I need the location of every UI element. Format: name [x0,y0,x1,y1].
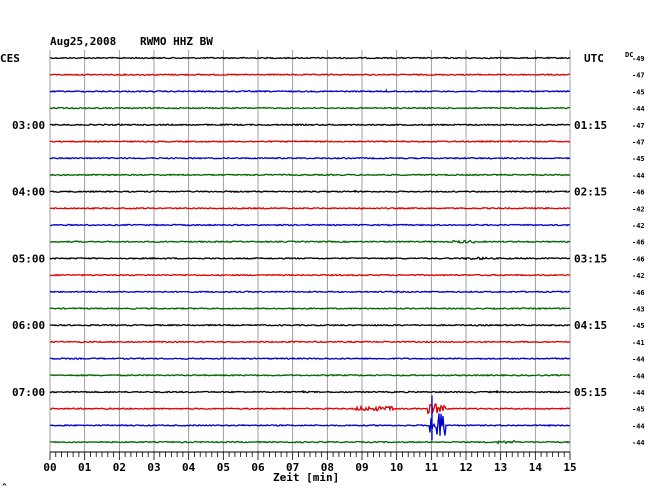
dc-offset-value: -44 [632,372,645,380]
right-hour-label: 05:15 [574,386,607,399]
trace-row [49,206,571,210]
x-tick-label: 05 [217,461,230,474]
x-tick-label: 04 [182,461,196,474]
dc-offset-value: -47 [632,139,645,147]
left-hour-label: 05:00 [12,252,45,265]
dc-offset-value: -46 [632,189,645,197]
dc-label: DC [625,51,633,59]
left-zone-label: CES [0,52,20,65]
trace-row [49,373,571,377]
x-tick-label: 07 [286,461,299,474]
right-hour-label: 01:15 [574,119,607,132]
x-tick-label: 15 [563,461,576,474]
dc-offset-value: -45 [632,322,645,330]
x-tick-label: 10 [390,461,403,474]
trace-row [49,239,571,244]
dc-offset-value: -44 [632,389,645,397]
left-hour-label: 03:00 [12,119,45,132]
chart-station: RWMO HHZ BW [140,35,213,48]
trace-row [49,357,571,361]
dc-offset-value: -45 [632,88,645,96]
x-tick-label: 09 [355,461,368,474]
grid [49,50,571,452]
left-hour-label: 04:00 [12,186,45,199]
x-tick-label: 14 [529,461,543,474]
dc-offset-value: -46 [632,289,645,297]
trace-row [49,73,571,77]
x-tick-label: 06 [251,461,265,474]
trace-row [49,390,571,394]
dc-offset-value: -44 [632,439,645,447]
dc-offset-value: -44 [632,105,645,113]
dc-offset-value: -49 [632,55,645,63]
row-labels: -49 -47 -45 -44 -47 -47 -45 -44 -46 -42 -42 -46 -46 -… [12,55,645,447]
trace-row [49,123,571,127]
trace-row [49,89,571,93]
dc-offset-value: -42 [632,205,645,213]
chart-date: Aug25,2008 [50,35,116,48]
trace-row [49,403,571,415]
trace-row [49,173,571,177]
right-hour-label: 04:15 [574,319,607,332]
x-tick-label: 13 [494,461,507,474]
corner-mark: ^ [2,482,7,491]
dc-offset-value: -44 [632,422,645,430]
trace-row [49,156,571,160]
dc-offset-value: -46 [632,239,645,247]
right-zone-label: UTC [584,52,604,65]
x-tick-label: 08 [321,461,334,474]
x-tick-label: 03 [147,461,160,474]
x-axis-label: Zeit [min] [273,471,339,484]
traces [49,56,571,445]
trace-row [49,290,571,294]
dc-offset-value: -47 [632,72,645,80]
trace-row [49,273,571,277]
trace-row [49,56,571,60]
dc-offset-value: -47 [632,122,645,130]
x-tick-label: 11 [425,461,439,474]
dc-offset-value: -44 [632,356,645,364]
dc-offset-value: -41 [632,339,645,347]
dc-offset-value: -42 [632,272,645,280]
trace-row [49,306,571,311]
x-tick-label: 02 [113,461,126,474]
x-axis: 00 01 02 03 04 05 06 07 08 09 10 11 12 13 14 15 [43,451,577,474]
trace-row [49,439,571,445]
x-tick-label: 01 [78,461,92,474]
trace-row [49,223,571,227]
trace-row [49,256,571,261]
trace-row [49,190,571,194]
dc-offset-value: -45 [632,406,645,414]
dc-offset-value: -44 [632,172,645,180]
dc-offset-value: -43 [632,306,645,314]
left-hour-label: 06:00 [12,319,45,332]
right-hour-label: 03:15 [574,252,607,265]
dc-offset-value: -45 [632,155,645,163]
trace-row [49,413,571,436]
dc-offset-value: -42 [632,222,645,230]
trace-row [49,323,571,327]
dc-offset-value: -46 [632,255,645,263]
trace-row [49,340,571,344]
trace-row [49,140,571,144]
left-hour-label: 07:00 [12,386,45,399]
right-hour-label: 02:15 [574,186,607,199]
trace-row [49,106,571,110]
x-tick-label: 12 [459,461,472,474]
x-tick-label: 00 [43,461,56,474]
